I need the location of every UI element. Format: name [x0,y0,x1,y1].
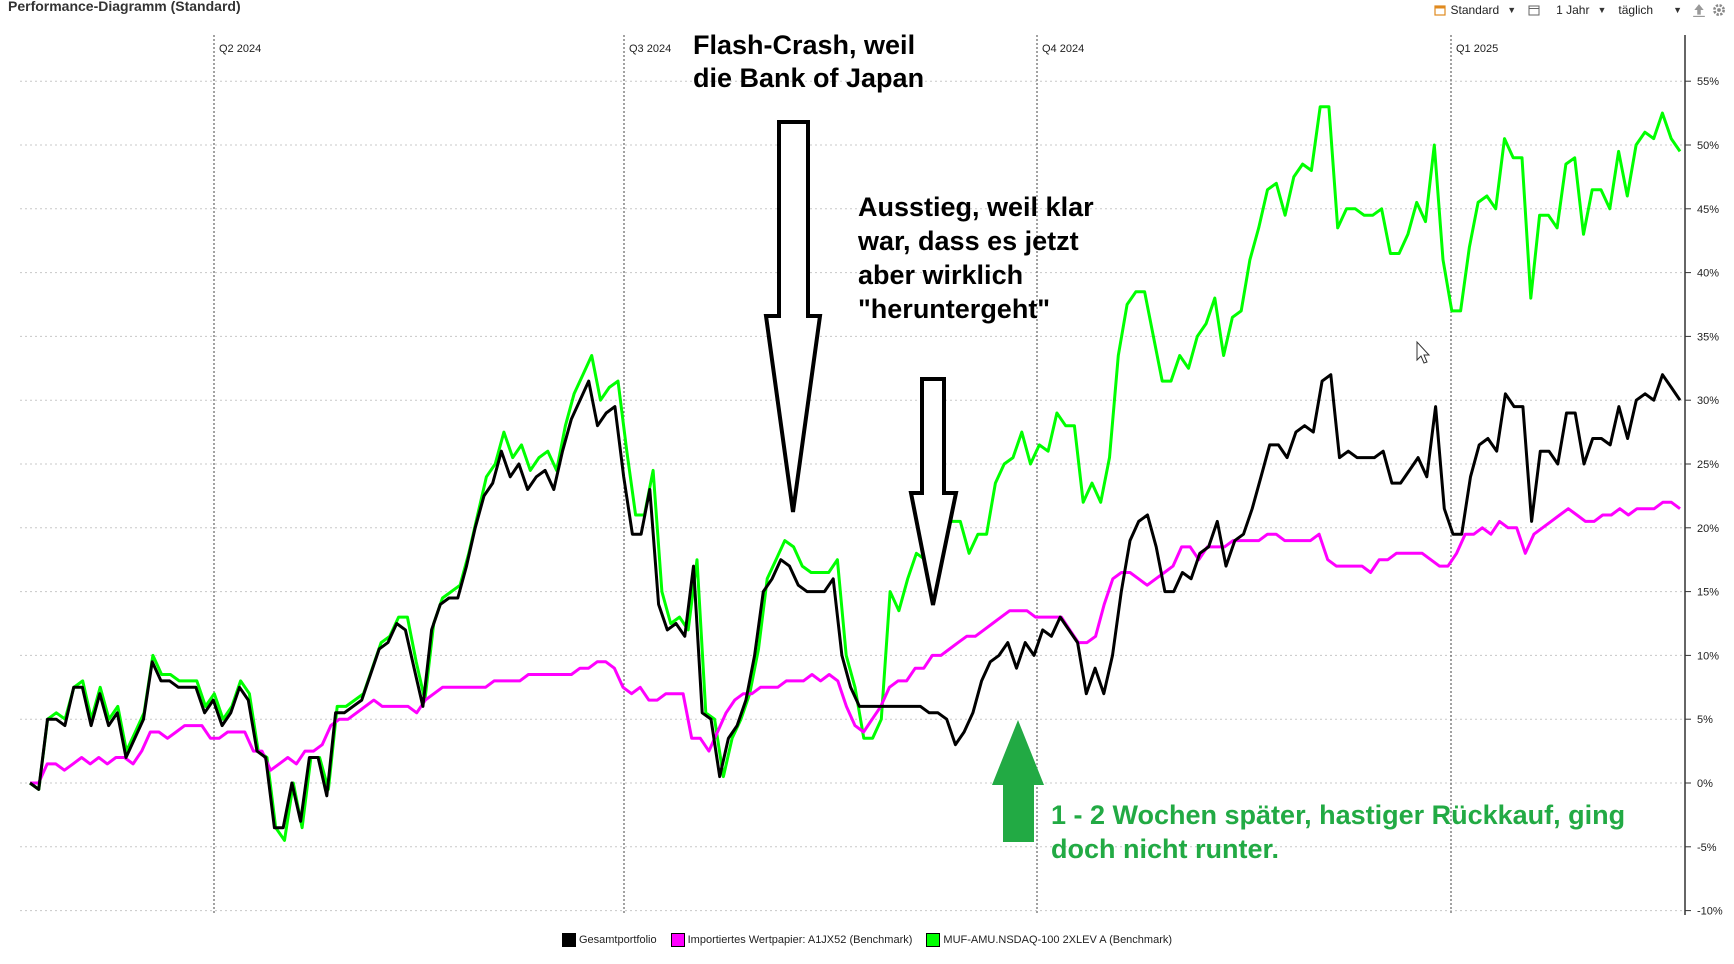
gear-icon[interactable] [1712,3,1726,17]
interval-select-label: täglich [1618,3,1654,17]
y-tick-label: 5% [1697,714,1713,726]
legend-swatch-nasdaq [926,933,941,947]
chevron-down-icon: ▼ [1673,5,1682,15]
y-tick-label: 20% [1697,523,1719,535]
exit-text-line1: Ausstieg, weil klar [858,192,1094,222]
y-tick-label: 30% [1697,395,1719,407]
rebuy-annotation: 1 - 2 Wochen später, hastiger Rückkauf, … [1051,800,1625,864]
legend-swatch-portfolio [561,933,576,947]
y-tick-label: 10% [1697,650,1719,662]
quarter-label: Q1 2025 [1456,43,1498,55]
flash-crash-text-line2: die Bank of Japan [693,63,924,93]
period-select[interactable]: 1 Jahr ▼ [1528,3,1606,17]
quarter-label: Q4 2024 [1042,43,1084,55]
exit-text-line4: "heruntergeht" [858,294,1050,324]
page-title: Performance-Diagramm (Standard) [8,0,241,14]
exit-text-line2: war, dass es jetzt [857,226,1079,256]
series-line-1 [30,500,1681,785]
calendar-grid-icon [1528,5,1540,16]
chart-series [29,105,1682,842]
view-select[interactable]: Standard ▼ [1434,3,1516,17]
view-select-label: Standard [1450,3,1500,17]
legend-swatch-import [670,933,685,947]
chevron-down-icon: ▼ [1597,5,1607,15]
y-tick-label: -10% [1697,906,1723,918]
y-tick-label: 45% [1697,204,1719,216]
y-axis: 55% 50% 45% 40% 35% 30% 25% 20% 15% 10% 5% 0% -5% -10… [1684,35,1723,918]
legend-label-import: Importiertes Wertpapier: A1JX52 (Benchma… [687,934,913,946]
flash-crash-text-line1: Flash-Crash, weil [693,30,915,60]
period-select-label: 1 Jahr [1556,3,1590,17]
legend-label-portfolio: Gesamtportfolio [578,934,657,946]
quarter-label: Q2 2024 [219,43,261,55]
flash-crash-annotation: Flash-Crash, weil die Bank of Japan [693,30,924,93]
chart-legend: Gesamtportfolio Importiertes Wertpapier:… [0,933,1734,947]
y-tick-label: 35% [1697,331,1719,343]
y-tick-label: 25% [1697,459,1719,471]
quarter-label: Q3 2024 [629,43,671,55]
chart-toolbar: Standard ▼ 1 Jahr ▼ täglich ▼ [1434,0,1726,20]
series-line-0 [29,373,1682,830]
rebuy-text-line1: 1 - 2 Wochen später, hastiger Rückkauf, … [1051,800,1625,830]
y-tick-label: 40% [1697,268,1719,280]
legend-item-nasdaq[interactable]: MUF-AMU.NSDAQ-100 2XLEV A (Benchmark) [926,933,1172,947]
exit-arrow-icon [908,377,959,606]
legend-item-portfolio[interactable]: Gesamtportfolio [561,933,657,947]
upload-icon[interactable] [1692,3,1706,17]
flash-crash-arrow-icon [763,120,823,513]
exit-text-line3: aber wirklich [858,260,1023,290]
legend-label-nasdaq: MUF-AMU.NSDAQ-100 2XLEV A (Benchmark) [943,934,1173,946]
y-tick-label: 15% [1697,587,1719,599]
legend-item-import[interactable]: Importiertes Wertpapier: A1JX52 (Benchma… [670,933,913,947]
y-tick-label: 0% [1697,778,1713,790]
y-tick-label: -5% [1697,842,1717,854]
y-tick-label: 55% [1697,76,1719,88]
y-tick-label: 50% [1697,140,1719,152]
rebuy-text-line2: doch nicht runter. [1051,834,1279,864]
rebuy-arrow-icon [992,720,1044,842]
calendar-icon [1434,5,1447,16]
cursor-icon [1416,340,1431,364]
chevron-down-icon: ▼ [1507,5,1517,15]
interval-select[interactable]: täglich ▼ [1618,3,1682,17]
exit-annotation: Ausstieg, weil klar war, dass es jetzt a… [857,192,1094,324]
series-line-2 [29,105,1682,842]
